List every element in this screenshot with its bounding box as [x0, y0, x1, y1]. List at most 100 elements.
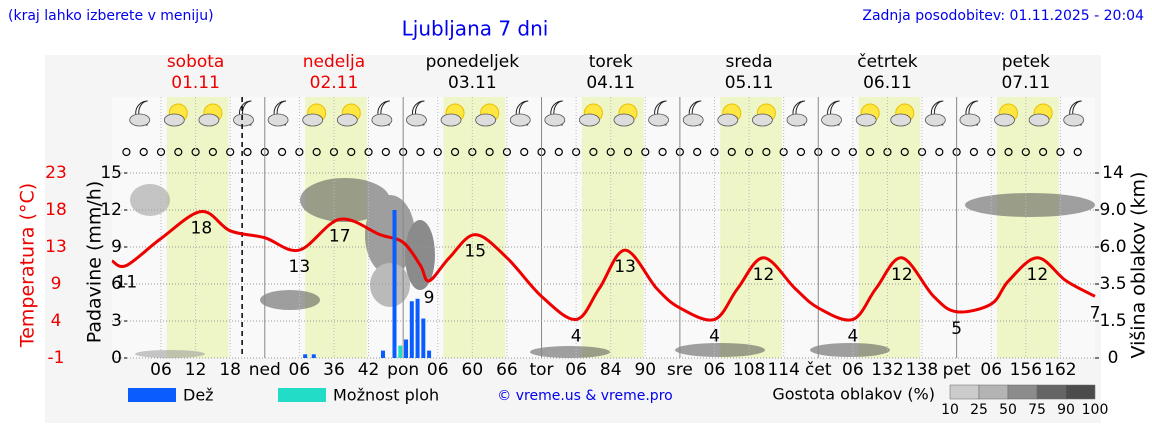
y-tick-label: 18	[45, 200, 67, 220]
wind-calm	[623, 147, 633, 157]
x-tick-label: 06	[565, 360, 587, 380]
cloud-icon	[959, 113, 981, 127]
cloud-icon	[371, 113, 393, 127]
wind-calm	[727, 147, 736, 157]
x-tick-label: 138	[906, 360, 938, 380]
wind-calm	[485, 147, 494, 157]
cloud-icon	[267, 113, 289, 127]
data-label: 18	[191, 219, 213, 239]
cloud-scale-label: 25	[970, 402, 988, 418]
y3-tick-label: 1.5	[1099, 311, 1126, 331]
x-tick-label: 162	[1044, 360, 1076, 380]
wind-calm	[312, 147, 321, 157]
y2-tick-label: 6	[111, 274, 122, 294]
precip-bar	[421, 318, 426, 358]
cloud-icon	[751, 113, 773, 127]
x-tick-label: 06	[704, 360, 726, 380]
y-tick-label: 13	[45, 237, 67, 257]
data-label: 4	[571, 326, 582, 346]
cloud-icon	[302, 113, 324, 127]
title: Ljubljana 7 dni	[402, 17, 549, 41]
precip-bar	[409, 301, 414, 358]
cloud-scale-label: 75	[1028, 402, 1046, 418]
wind-calm	[866, 147, 875, 157]
header-left: (kraj lahko izberete v meniju)	[8, 8, 214, 24]
cloud-icon	[855, 113, 877, 127]
x-tick-label: 12	[185, 360, 207, 380]
cloud-icon	[198, 113, 220, 127]
cloud-icon	[1028, 113, 1050, 127]
y-tick-label: -1	[48, 348, 65, 368]
day-date: 04.11	[586, 73, 635, 93]
daylight-bands	[166, 97, 1059, 358]
wind-calm	[347, 147, 356, 157]
cloud-scale-box	[1036, 384, 1067, 400]
x-tick-label: 06	[980, 360, 1002, 380]
y3-tick-label: 3.5	[1099, 274, 1126, 294]
x-tick-label: 66	[496, 360, 518, 380]
cloud-icon	[440, 113, 462, 127]
y-tick-label: 9	[51, 274, 62, 294]
data-label: 17	[329, 226, 351, 246]
x-tick-label: 84	[600, 360, 622, 380]
cloud-icon	[924, 113, 946, 127]
x-tick-label: 36	[323, 360, 345, 380]
precip-bar	[380, 350, 385, 358]
wind-calm	[243, 147, 252, 157]
data-label: 15	[464, 242, 486, 262]
cloud-icon	[579, 113, 600, 127]
cloud-icon	[509, 113, 531, 127]
daylight	[581, 97, 644, 358]
day-date: 06.11	[863, 73, 912, 93]
precip-bar	[311, 354, 316, 358]
x-tick-label: pon	[387, 360, 419, 380]
x-tick-label: čet	[805, 360, 832, 380]
day-name: nedelja	[303, 52, 365, 72]
wind-calm	[520, 147, 529, 157]
cloud-scale-title: Gostota oblakov (%)	[772, 385, 935, 404]
wind-calm	[762, 147, 771, 157]
legend-swatch	[128, 388, 176, 402]
cloud-scale-label: 90	[1057, 402, 1075, 418]
cloud-icon	[994, 113, 1015, 127]
cloud-icon	[233, 113, 254, 127]
cloud-icon	[890, 113, 912, 127]
wind-calm	[1039, 147, 1048, 157]
wind-calm	[277, 147, 287, 157]
y3-axis-title: Višina oblakov (km)	[1128, 172, 1150, 359]
day-name: ponedeljek	[426, 52, 520, 72]
copyright: © vreme.us & vreme.pro	[497, 388, 672, 404]
wind-calm	[1004, 147, 1013, 157]
day-date: 02.11	[310, 73, 359, 93]
y2-tick-label: 12	[100, 200, 122, 220]
x-tick-label: 156	[1010, 360, 1042, 380]
y3-tick-label: 14	[1102, 163, 1124, 183]
y2-tick-label: 3	[111, 311, 122, 331]
x-tick-label: tor	[529, 360, 553, 380]
wind-calm	[174, 147, 183, 157]
x-tick-label: 114	[767, 360, 799, 380]
day-name: četrtek	[857, 52, 918, 72]
precip-bar	[398, 345, 403, 358]
data-label: 11	[116, 273, 138, 293]
wind-calm	[969, 147, 979, 157]
legend-label: Možnost ploh	[333, 386, 439, 405]
data-label: 7	[1090, 303, 1101, 323]
wind-calm	[935, 147, 944, 157]
y2-tick-label: 15	[100, 163, 122, 183]
wind-calm	[900, 147, 909, 157]
weather-icons	[122, 100, 1085, 157]
x-tick-label: 18	[219, 360, 241, 380]
precip-bar	[392, 210, 397, 358]
x-tick-label: pet	[943, 360, 971, 380]
cloud-icon	[682, 113, 704, 127]
wind-calm	[208, 147, 217, 157]
cloud-icon	[163, 113, 185, 127]
y2-tick-label: 0	[111, 348, 122, 368]
legend-swatch	[278, 388, 326, 402]
cloud-icon	[336, 113, 358, 127]
cloud-icon	[475, 113, 497, 127]
header-right: Zadnja posodobitev: 01.11.2025 - 20:04	[862, 8, 1144, 24]
wind-calm	[693, 147, 702, 157]
